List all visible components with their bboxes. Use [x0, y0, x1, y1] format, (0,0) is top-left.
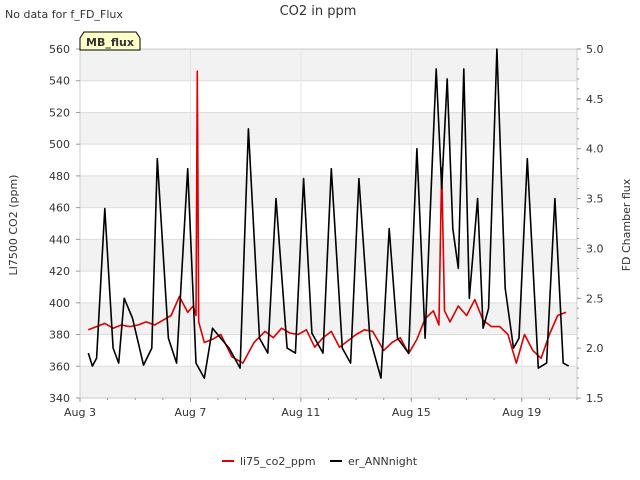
- y-tick-label-right: 3.5: [586, 193, 604, 206]
- y-tick-label-left: 540: [49, 75, 70, 88]
- y-tick-label-left: 340: [49, 392, 70, 405]
- y-axis-label-right: FD Chamber flux: [620, 178, 633, 271]
- legend-label-li75: li75_co2_ppm: [240, 455, 316, 468]
- chart-title: CO2 in ppm: [280, 4, 357, 19]
- y-tick-label-left: 380: [49, 329, 70, 342]
- y-tick-label-right: 4.0: [586, 143, 604, 156]
- grid-band: [80, 112, 577, 145]
- y-tick-label-left: 400: [49, 297, 70, 310]
- no-data-note: No data for f_FD_Flux: [5, 8, 123, 21]
- y-tick-label-left: 500: [49, 138, 70, 151]
- x-tick-label: Aug 19: [502, 406, 541, 419]
- y-tick-label-left: 560: [49, 43, 70, 56]
- y-tick-label-right: 2.5: [586, 292, 604, 305]
- y-tick-label-left: 480: [49, 170, 70, 183]
- grid-band: [80, 366, 577, 398]
- y-tick-label-right: 1.5: [586, 392, 604, 405]
- y-tick-label-right: 5.0: [586, 43, 604, 56]
- y-tick-label-left: 520: [49, 106, 70, 119]
- x-tick-label: Aug 11: [281, 406, 320, 419]
- y-axis-label-left: LI7500 CO2 (ppm): [7, 175, 20, 276]
- x-tick-label: Aug 15: [392, 406, 431, 419]
- y-tick-label-left: 440: [49, 233, 70, 246]
- y-tick-label-right: 2.0: [586, 342, 604, 355]
- x-tick-label: Aug 3: [64, 406, 96, 419]
- y-tick-label-right: 3.0: [586, 242, 604, 255]
- legend-label-er-ann: er_ANNnight: [348, 455, 418, 468]
- y-tick-label-left: 460: [49, 202, 70, 215]
- mb-flux-badge: MB_flux: [79, 31, 141, 51]
- y-tick-label-left: 420: [49, 265, 70, 278]
- grid-band: [80, 302, 577, 335]
- mb-flux-label: MB_flux: [86, 36, 134, 49]
- grid-band: [80, 175, 577, 208]
- series-line-li75-co2-ppm: [88, 70, 567, 364]
- y-tick-label-right: 4.5: [586, 93, 604, 106]
- x-tick-label: Aug 7: [174, 406, 206, 419]
- y-tick-label-left: 360: [49, 360, 70, 373]
- series-line-er-annnight: [87, 48, 570, 379]
- grid-band: [80, 49, 577, 81]
- legend: li75_co2_ppm er_ANNnight: [222, 455, 418, 468]
